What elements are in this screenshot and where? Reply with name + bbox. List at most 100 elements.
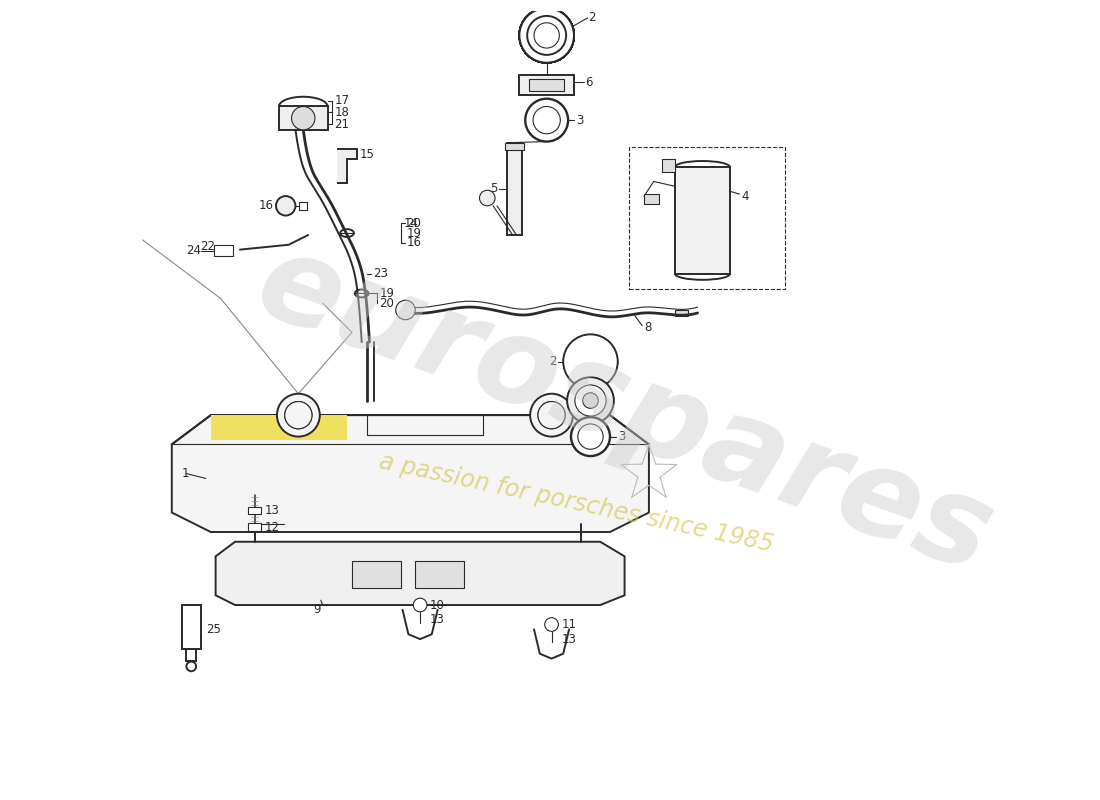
Polygon shape — [172, 415, 649, 532]
Circle shape — [578, 424, 603, 450]
Text: 24: 24 — [186, 244, 201, 257]
Text: 23: 23 — [373, 267, 388, 281]
Circle shape — [534, 106, 560, 134]
Text: 5: 5 — [490, 182, 497, 195]
Circle shape — [519, 8, 574, 62]
Circle shape — [578, 349, 603, 374]
Polygon shape — [505, 142, 525, 150]
Text: 19: 19 — [379, 287, 394, 300]
Text: 21: 21 — [334, 118, 350, 130]
Circle shape — [519, 8, 574, 62]
Polygon shape — [519, 75, 574, 95]
Circle shape — [276, 196, 296, 215]
Text: 18: 18 — [334, 106, 350, 119]
Circle shape — [527, 16, 566, 55]
Circle shape — [414, 598, 427, 612]
Text: 9: 9 — [314, 603, 320, 617]
Polygon shape — [279, 106, 328, 130]
Circle shape — [280, 398, 316, 433]
Circle shape — [538, 402, 565, 429]
Circle shape — [519, 8, 574, 62]
Text: 16: 16 — [407, 236, 421, 250]
Text: 15: 15 — [360, 148, 375, 161]
Text: 19: 19 — [407, 226, 421, 239]
Circle shape — [519, 8, 574, 62]
Text: 22: 22 — [200, 240, 216, 254]
Circle shape — [186, 662, 196, 671]
Circle shape — [544, 618, 559, 631]
Polygon shape — [182, 605, 201, 649]
Polygon shape — [415, 562, 464, 587]
Circle shape — [277, 394, 320, 437]
Circle shape — [563, 334, 618, 389]
Circle shape — [519, 8, 574, 62]
Polygon shape — [248, 506, 262, 514]
Circle shape — [519, 8, 574, 62]
Circle shape — [285, 402, 312, 429]
Text: 1: 1 — [182, 467, 189, 480]
Text: 16: 16 — [258, 199, 274, 212]
Text: 13: 13 — [430, 613, 444, 626]
Polygon shape — [529, 79, 564, 91]
Circle shape — [571, 342, 610, 381]
Circle shape — [525, 98, 568, 142]
Polygon shape — [338, 150, 356, 183]
Circle shape — [575, 385, 606, 416]
Circle shape — [519, 8, 574, 62]
Text: 13: 13 — [264, 504, 279, 517]
Circle shape — [519, 8, 574, 62]
Circle shape — [568, 377, 614, 424]
Text: eurospares: eurospares — [242, 223, 1008, 598]
Circle shape — [571, 417, 610, 456]
Text: 14: 14 — [404, 217, 418, 230]
Circle shape — [519, 8, 574, 62]
Circle shape — [396, 300, 415, 320]
Text: 20: 20 — [379, 297, 394, 310]
Circle shape — [519, 8, 574, 62]
Circle shape — [480, 190, 495, 206]
Circle shape — [583, 393, 598, 408]
Polygon shape — [675, 167, 729, 274]
Text: 3: 3 — [618, 430, 625, 443]
Circle shape — [534, 398, 569, 433]
Polygon shape — [216, 542, 625, 605]
Bar — [629, 147, 785, 289]
Text: 2: 2 — [549, 355, 557, 368]
Polygon shape — [644, 194, 659, 204]
Text: 13: 13 — [561, 633, 576, 646]
Circle shape — [519, 8, 574, 62]
Circle shape — [534, 22, 559, 48]
Text: 4: 4 — [741, 190, 749, 202]
Text: 2: 2 — [588, 11, 596, 24]
Circle shape — [538, 402, 565, 429]
Text: 12: 12 — [264, 521, 279, 534]
Text: 10: 10 — [430, 598, 444, 611]
Circle shape — [519, 8, 574, 62]
Polygon shape — [675, 310, 688, 316]
Text: 17: 17 — [334, 94, 350, 107]
Polygon shape — [248, 523, 262, 531]
Polygon shape — [507, 142, 522, 235]
Text: 20: 20 — [407, 217, 421, 230]
Circle shape — [292, 106, 315, 130]
Text: a passion for porsches since 1985: a passion for porsches since 1985 — [376, 450, 776, 556]
Text: 11: 11 — [561, 618, 576, 631]
Polygon shape — [213, 245, 233, 257]
Circle shape — [285, 402, 312, 429]
Polygon shape — [352, 562, 400, 587]
Text: 3: 3 — [576, 114, 583, 126]
Text: 8: 8 — [644, 321, 651, 334]
Circle shape — [519, 8, 574, 62]
Text: 25: 25 — [206, 623, 221, 636]
Circle shape — [519, 8, 574, 62]
Polygon shape — [211, 415, 348, 439]
Polygon shape — [299, 202, 307, 210]
Text: 6: 6 — [585, 76, 593, 89]
Polygon shape — [186, 649, 196, 661]
Circle shape — [519, 8, 574, 62]
Text: 7: 7 — [549, 394, 557, 407]
Circle shape — [519, 8, 574, 62]
Circle shape — [530, 394, 573, 437]
Circle shape — [519, 8, 574, 62]
Polygon shape — [661, 159, 675, 172]
